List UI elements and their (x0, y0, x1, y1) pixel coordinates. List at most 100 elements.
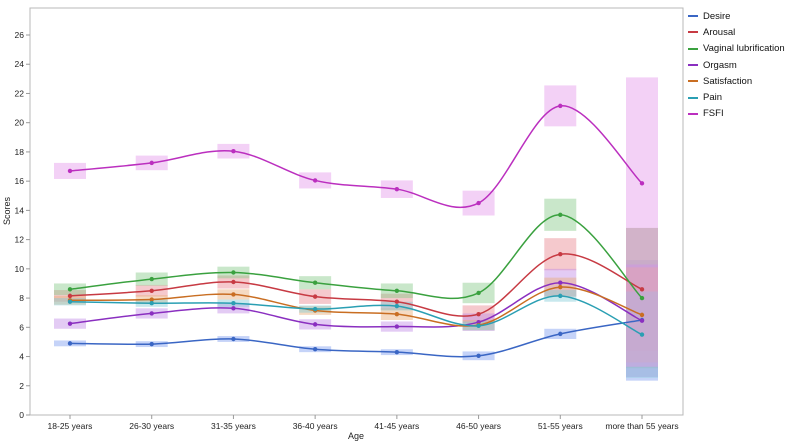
data-point (558, 252, 563, 257)
series-line (69, 281, 643, 328)
legend-label: FSFI (703, 108, 724, 120)
legend-label: Orgasm (703, 59, 737, 71)
legend-swatch (688, 112, 698, 115)
legend-item: Orgasm (688, 57, 790, 73)
x-tick-label: more than 55 years (605, 421, 678, 431)
data-point (149, 341, 154, 347)
data-point (394, 303, 400, 309)
data-point (558, 212, 563, 217)
data-point (639, 318, 645, 323)
y-tick-label: 4 (19, 352, 24, 362)
data-point (231, 279, 236, 285)
data-point (558, 293, 563, 299)
data-point (149, 300, 154, 306)
data-point (231, 306, 236, 311)
y-tick-label: 22 (15, 88, 25, 98)
data-point (558, 103, 563, 109)
series-lines (69, 105, 643, 358)
data-point (639, 295, 645, 301)
series-line (69, 286, 643, 327)
y-tick-label: 20 (15, 118, 25, 128)
x-tick-label: 51-55 years (538, 421, 583, 431)
series-line (69, 253, 643, 317)
x-tick-label: 18-25 years (48, 421, 93, 431)
data-point (149, 311, 154, 316)
data-point (394, 349, 400, 355)
y-tick-label: 0 (19, 410, 24, 420)
y-tick-label: 18 (15, 147, 25, 157)
data-point (639, 181, 645, 186)
data-point (476, 290, 481, 296)
data-point (394, 324, 400, 329)
y-tick-label: 16 (15, 176, 25, 186)
legend: Desire Arousal Vaginal lubrification Orgasm… (688, 8, 790, 122)
legend-label: Pain (703, 92, 723, 104)
data-point (312, 178, 318, 183)
data-point (394, 186, 400, 192)
data-point (394, 311, 400, 317)
legend-swatch (688, 15, 698, 18)
data-point (312, 347, 318, 352)
ci-band (626, 77, 658, 367)
data-point (639, 312, 645, 318)
x-tick-label: 31-35 years (211, 421, 256, 431)
y-tick-label: 12 (15, 235, 25, 245)
data-point (312, 280, 318, 285)
data-point (149, 288, 154, 293)
data-point (476, 353, 481, 359)
x-axis-title: Age (348, 431, 364, 441)
legend-item: FSFI (688, 106, 790, 122)
data-point (476, 311, 481, 317)
data-point (67, 293, 73, 299)
data-point (312, 322, 318, 327)
data-point (67, 168, 73, 174)
data-point (312, 294, 318, 299)
legend-swatch (688, 96, 698, 99)
x-axis: 18-25 years 26-30 years 31-35 years 36-40 y… (48, 415, 679, 431)
data-point (312, 306, 318, 312)
legend-label: Desire (703, 10, 731, 22)
legend-item: Vaginal lubrification (688, 41, 790, 57)
plot-frame (29, 7, 684, 416)
data-point (639, 332, 645, 337)
x-tick-label: 26-30 years (129, 421, 174, 431)
data-point (149, 276, 154, 282)
data-point (231, 336, 236, 342)
data-point (231, 148, 236, 154)
legend-item: Arousal (688, 24, 790, 40)
legend-label: Satisfaction (703, 75, 753, 87)
y-tick-label: 14 (15, 205, 25, 215)
data-point (231, 270, 236, 275)
series-points (67, 103, 645, 359)
data-point (558, 284, 563, 290)
legend-swatch (688, 80, 698, 83)
y-axis-title: Scores (2, 196, 12, 225)
data-point (558, 280, 563, 285)
legend-item: Satisfaction (688, 73, 790, 89)
data-point (67, 287, 73, 292)
legend-label: Arousal (703, 26, 736, 38)
x-tick-label: 41-45 years (374, 421, 419, 431)
y-tick-label: 24 (15, 59, 25, 69)
y-tick-label: 26 (15, 30, 25, 40)
data-point (231, 300, 236, 306)
data-point (476, 200, 481, 206)
data-point (149, 297, 154, 302)
y-tick-label: 10 (15, 264, 25, 274)
data-point (394, 299, 400, 304)
data-point (558, 331, 563, 337)
data-point (67, 341, 73, 346)
series-line (69, 295, 643, 336)
y-tick-label: 6 (19, 322, 24, 332)
confidence-bands (54, 77, 658, 381)
data-point (67, 321, 73, 326)
x-tick-label: 46-50 years (456, 421, 501, 431)
legend-swatch (688, 31, 698, 34)
data-point (67, 299, 73, 304)
legend-item: Desire (688, 8, 790, 24)
legend-swatch (688, 47, 698, 50)
y-tick-label: 8 (19, 293, 24, 303)
data-point (231, 292, 236, 297)
